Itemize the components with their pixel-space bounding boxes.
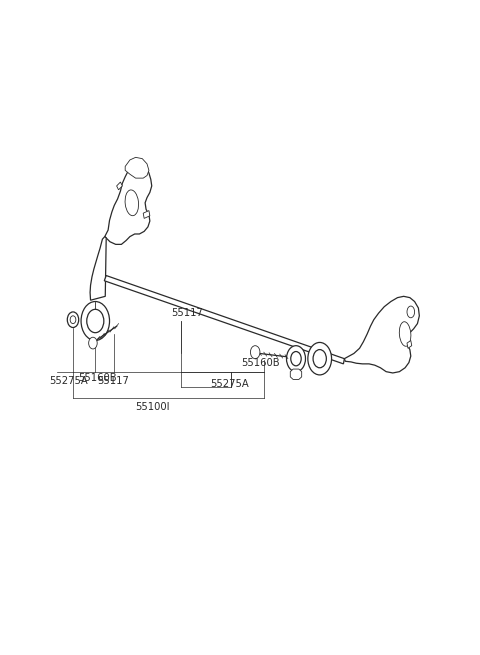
- Ellipse shape: [318, 356, 322, 362]
- Polygon shape: [105, 162, 152, 244]
- Ellipse shape: [308, 343, 332, 375]
- Ellipse shape: [125, 190, 139, 215]
- Polygon shape: [104, 276, 344, 364]
- Text: 55275A: 55275A: [49, 376, 87, 386]
- Text: 55160B: 55160B: [78, 373, 116, 383]
- Text: 55160B: 55160B: [241, 358, 279, 368]
- Ellipse shape: [87, 309, 104, 333]
- Text: 55100I: 55100I: [136, 402, 170, 411]
- Ellipse shape: [81, 301, 109, 341]
- Polygon shape: [344, 296, 420, 373]
- Polygon shape: [90, 236, 106, 300]
- Polygon shape: [290, 369, 301, 379]
- Ellipse shape: [407, 306, 415, 318]
- Ellipse shape: [94, 318, 97, 324]
- Ellipse shape: [67, 312, 79, 328]
- Polygon shape: [117, 182, 122, 190]
- Ellipse shape: [291, 352, 301, 365]
- Ellipse shape: [251, 346, 260, 359]
- Text: 55117: 55117: [171, 308, 203, 318]
- Polygon shape: [407, 341, 412, 348]
- Ellipse shape: [313, 350, 326, 367]
- Ellipse shape: [89, 337, 97, 349]
- Text: 55117: 55117: [97, 376, 130, 386]
- Polygon shape: [125, 157, 149, 178]
- Text: 55275A: 55275A: [211, 379, 249, 390]
- Ellipse shape: [287, 346, 305, 371]
- Ellipse shape: [399, 322, 411, 346]
- Polygon shape: [143, 211, 150, 218]
- Ellipse shape: [70, 316, 76, 324]
